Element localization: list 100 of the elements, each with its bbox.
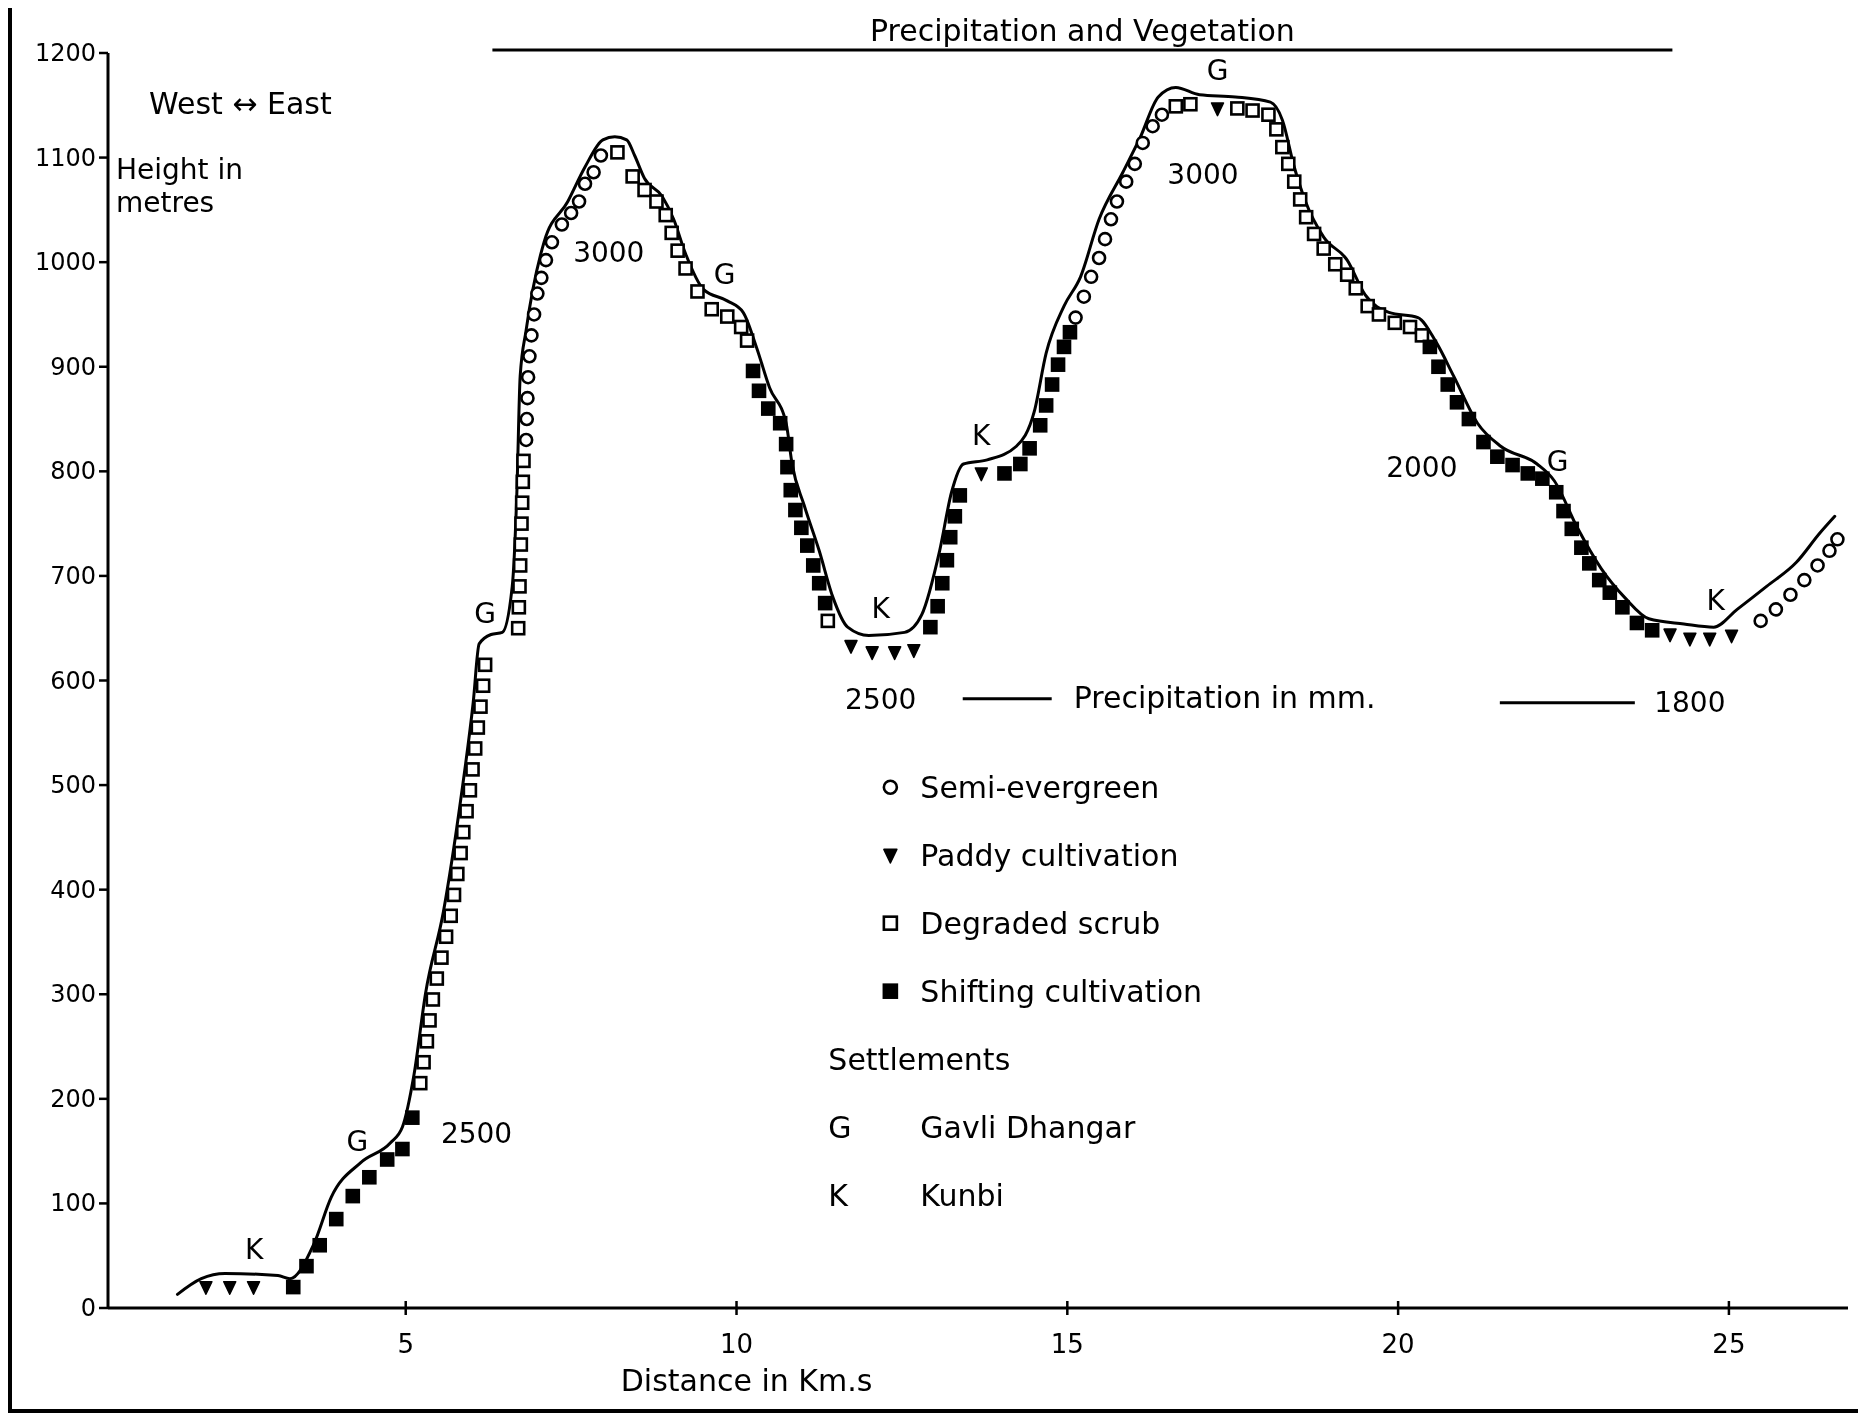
point [1768,602,1784,617]
point [1145,118,1160,134]
x-tick-label: 10 [719,1329,754,1359]
point [811,575,827,591]
point [751,383,767,399]
point [1615,599,1630,615]
text: K Kunbi [828,1177,1004,1213]
y-tick-label: 800 [50,457,96,486]
point [1076,289,1092,304]
point [1490,449,1505,464]
point [1574,540,1589,555]
point [1505,457,1520,473]
point [778,436,794,452]
point [285,1279,301,1295]
point [1440,377,1456,392]
point [1602,585,1618,600]
point [1582,556,1597,571]
point [1038,398,1054,413]
y-tick-label: 400 [50,875,96,904]
point [1830,532,1845,547]
point [947,509,963,524]
point [745,363,761,379]
point [563,205,579,221]
point [312,1237,328,1253]
annotation: G [713,257,736,291]
annotation: G [346,1124,369,1158]
point [1118,174,1134,189]
point [1109,194,1125,209]
point [1644,623,1660,638]
point [1422,339,1438,355]
y-tick-label: 1200 [34,39,96,67]
annotation: 2000 [1386,450,1458,484]
annotation: 3000 [1167,157,1239,191]
point [519,411,535,427]
x-tick-label: 5 [397,1329,414,1359]
point [222,1280,237,1296]
point [362,1169,377,1185]
point [1032,418,1048,433]
x-tick-label: 20 [1381,1329,1415,1359]
x-axis-title: Distance in Km.s [620,1362,873,1398]
y-tick-label: 100 [50,1189,96,1218]
y-tick-label: 900 [50,352,96,381]
point [865,646,879,661]
point [780,459,795,475]
point [1564,521,1580,537]
point [794,520,809,536]
legend-label: Shifting cultivation [920,973,1203,1009]
point [1062,324,1078,340]
point [518,432,534,448]
point [805,558,821,573]
point [530,286,545,301]
legend-label: Semi-evergreen [920,769,1160,805]
point [593,148,609,163]
y-tick-label: 1000 [34,248,96,277]
point [1783,587,1798,603]
annotation: 1800 [1654,685,1726,719]
point [571,194,587,209]
point [1154,107,1170,122]
point [844,639,858,654]
point [522,348,537,364]
annotation: K [245,1232,265,1266]
point [817,595,833,611]
point [577,176,593,192]
point [586,164,601,180]
point [1629,615,1645,631]
point [1135,135,1151,151]
point [1810,558,1825,573]
annotation: West ↔ East [149,85,332,121]
point [783,482,799,498]
legend-label: Paddy cultivation [920,837,1179,873]
y-axis-title: Height in metres [116,152,243,219]
point [526,307,542,322]
point [1056,339,1072,355]
point [1022,441,1037,456]
point [1013,456,1028,472]
point [772,415,788,431]
point [942,529,958,545]
point [788,502,803,518]
point [538,252,554,268]
point [907,644,921,659]
point [544,235,560,250]
annotation: G [1206,53,1229,87]
point [760,401,776,416]
legend-label: Degraded scrub [920,905,1161,941]
point [934,575,950,591]
point [1068,310,1083,325]
y-tick-label: 700 [50,561,96,590]
annotation: K [1706,583,1726,617]
point [1044,377,1060,392]
point [1797,572,1812,588]
point [520,390,535,406]
point [800,538,815,553]
point [1103,211,1119,227]
point [379,1152,395,1167]
point [1431,359,1446,375]
annotation: 3000 [573,235,645,269]
point [520,369,536,385]
x-tick-label: 25 [1712,1329,1746,1359]
point [328,1211,344,1227]
point [1210,102,1225,117]
